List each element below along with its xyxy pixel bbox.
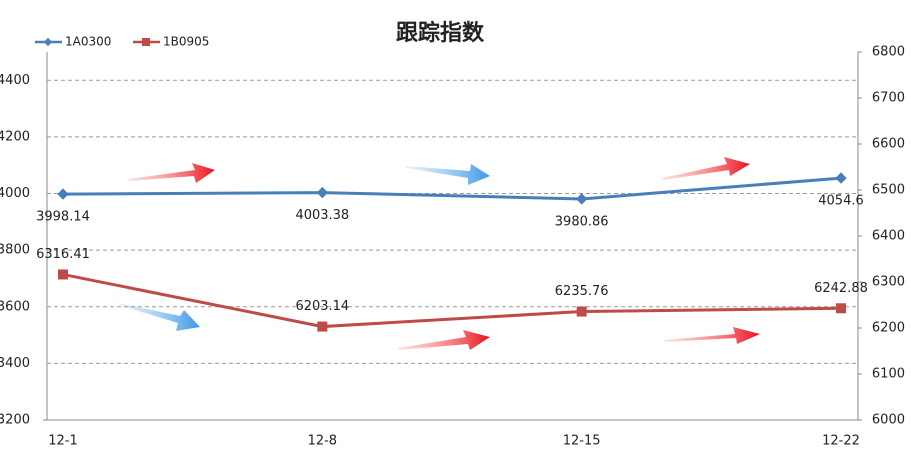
marker — [316, 186, 328, 199]
data-label: 6203.14 — [295, 299, 349, 314]
y-tick-label: 3400 — [0, 356, 30, 371]
marker — [576, 193, 588, 205]
data-label: 6242.88 — [814, 281, 868, 296]
y-tick-label: 3600 — [0, 299, 30, 314]
x-tick-label: 12-8 — [308, 434, 338, 449]
y2-tick-label: 6300 — [872, 275, 905, 290]
legend-marker — [142, 38, 150, 46]
marker — [835, 172, 847, 184]
series-line — [62, 176, 842, 201]
y2-tick-label: 6100 — [872, 367, 905, 382]
data-label: 6316.41 — [36, 247, 90, 262]
arrows — [118, 157, 760, 350]
y2-tick-label: 6600 — [872, 137, 905, 152]
data-label: 4054.6 — [818, 194, 864, 209]
y2-tick-label: 6800 — [872, 45, 905, 60]
y-tick-label: 4400 — [0, 73, 30, 88]
data-label: 4003.38 — [295, 208, 349, 223]
x-tick-label: 12-15 — [563, 434, 601, 449]
legend-label: 1A0300 — [65, 35, 111, 49]
y2-tick-label: 6400 — [872, 229, 905, 244]
marker — [576, 306, 587, 317]
y-tick-label: 3800 — [0, 243, 30, 258]
y-tick-label: 4200 — [0, 129, 30, 144]
data-label: 3998.14 — [36, 210, 90, 225]
legend-marker — [43, 37, 53, 47]
y2-tick-label: 6200 — [872, 321, 905, 336]
series-line — [62, 272, 842, 329]
chart-title: 跟踪指数 — [396, 20, 485, 46]
data-label: 6235.76 — [555, 284, 609, 299]
marker — [317, 321, 328, 332]
y2-tick-label: 6500 — [872, 183, 905, 198]
y2-tick-label: 6000 — [872, 413, 905, 428]
x-tick-label: 12-1 — [48, 434, 78, 449]
legend-label: 1B0905 — [163, 35, 209, 49]
x-tick-label: 12-22 — [822, 434, 860, 449]
y2-tick-label: 6700 — [872, 91, 905, 106]
marker — [836, 303, 846, 314]
marker — [57, 188, 69, 200]
marker — [58, 269, 68, 280]
data-label: 3980.86 — [555, 214, 609, 229]
y-tick-label: 4000 — [0, 186, 30, 201]
y-tick-label: 3200 — [0, 413, 30, 428]
